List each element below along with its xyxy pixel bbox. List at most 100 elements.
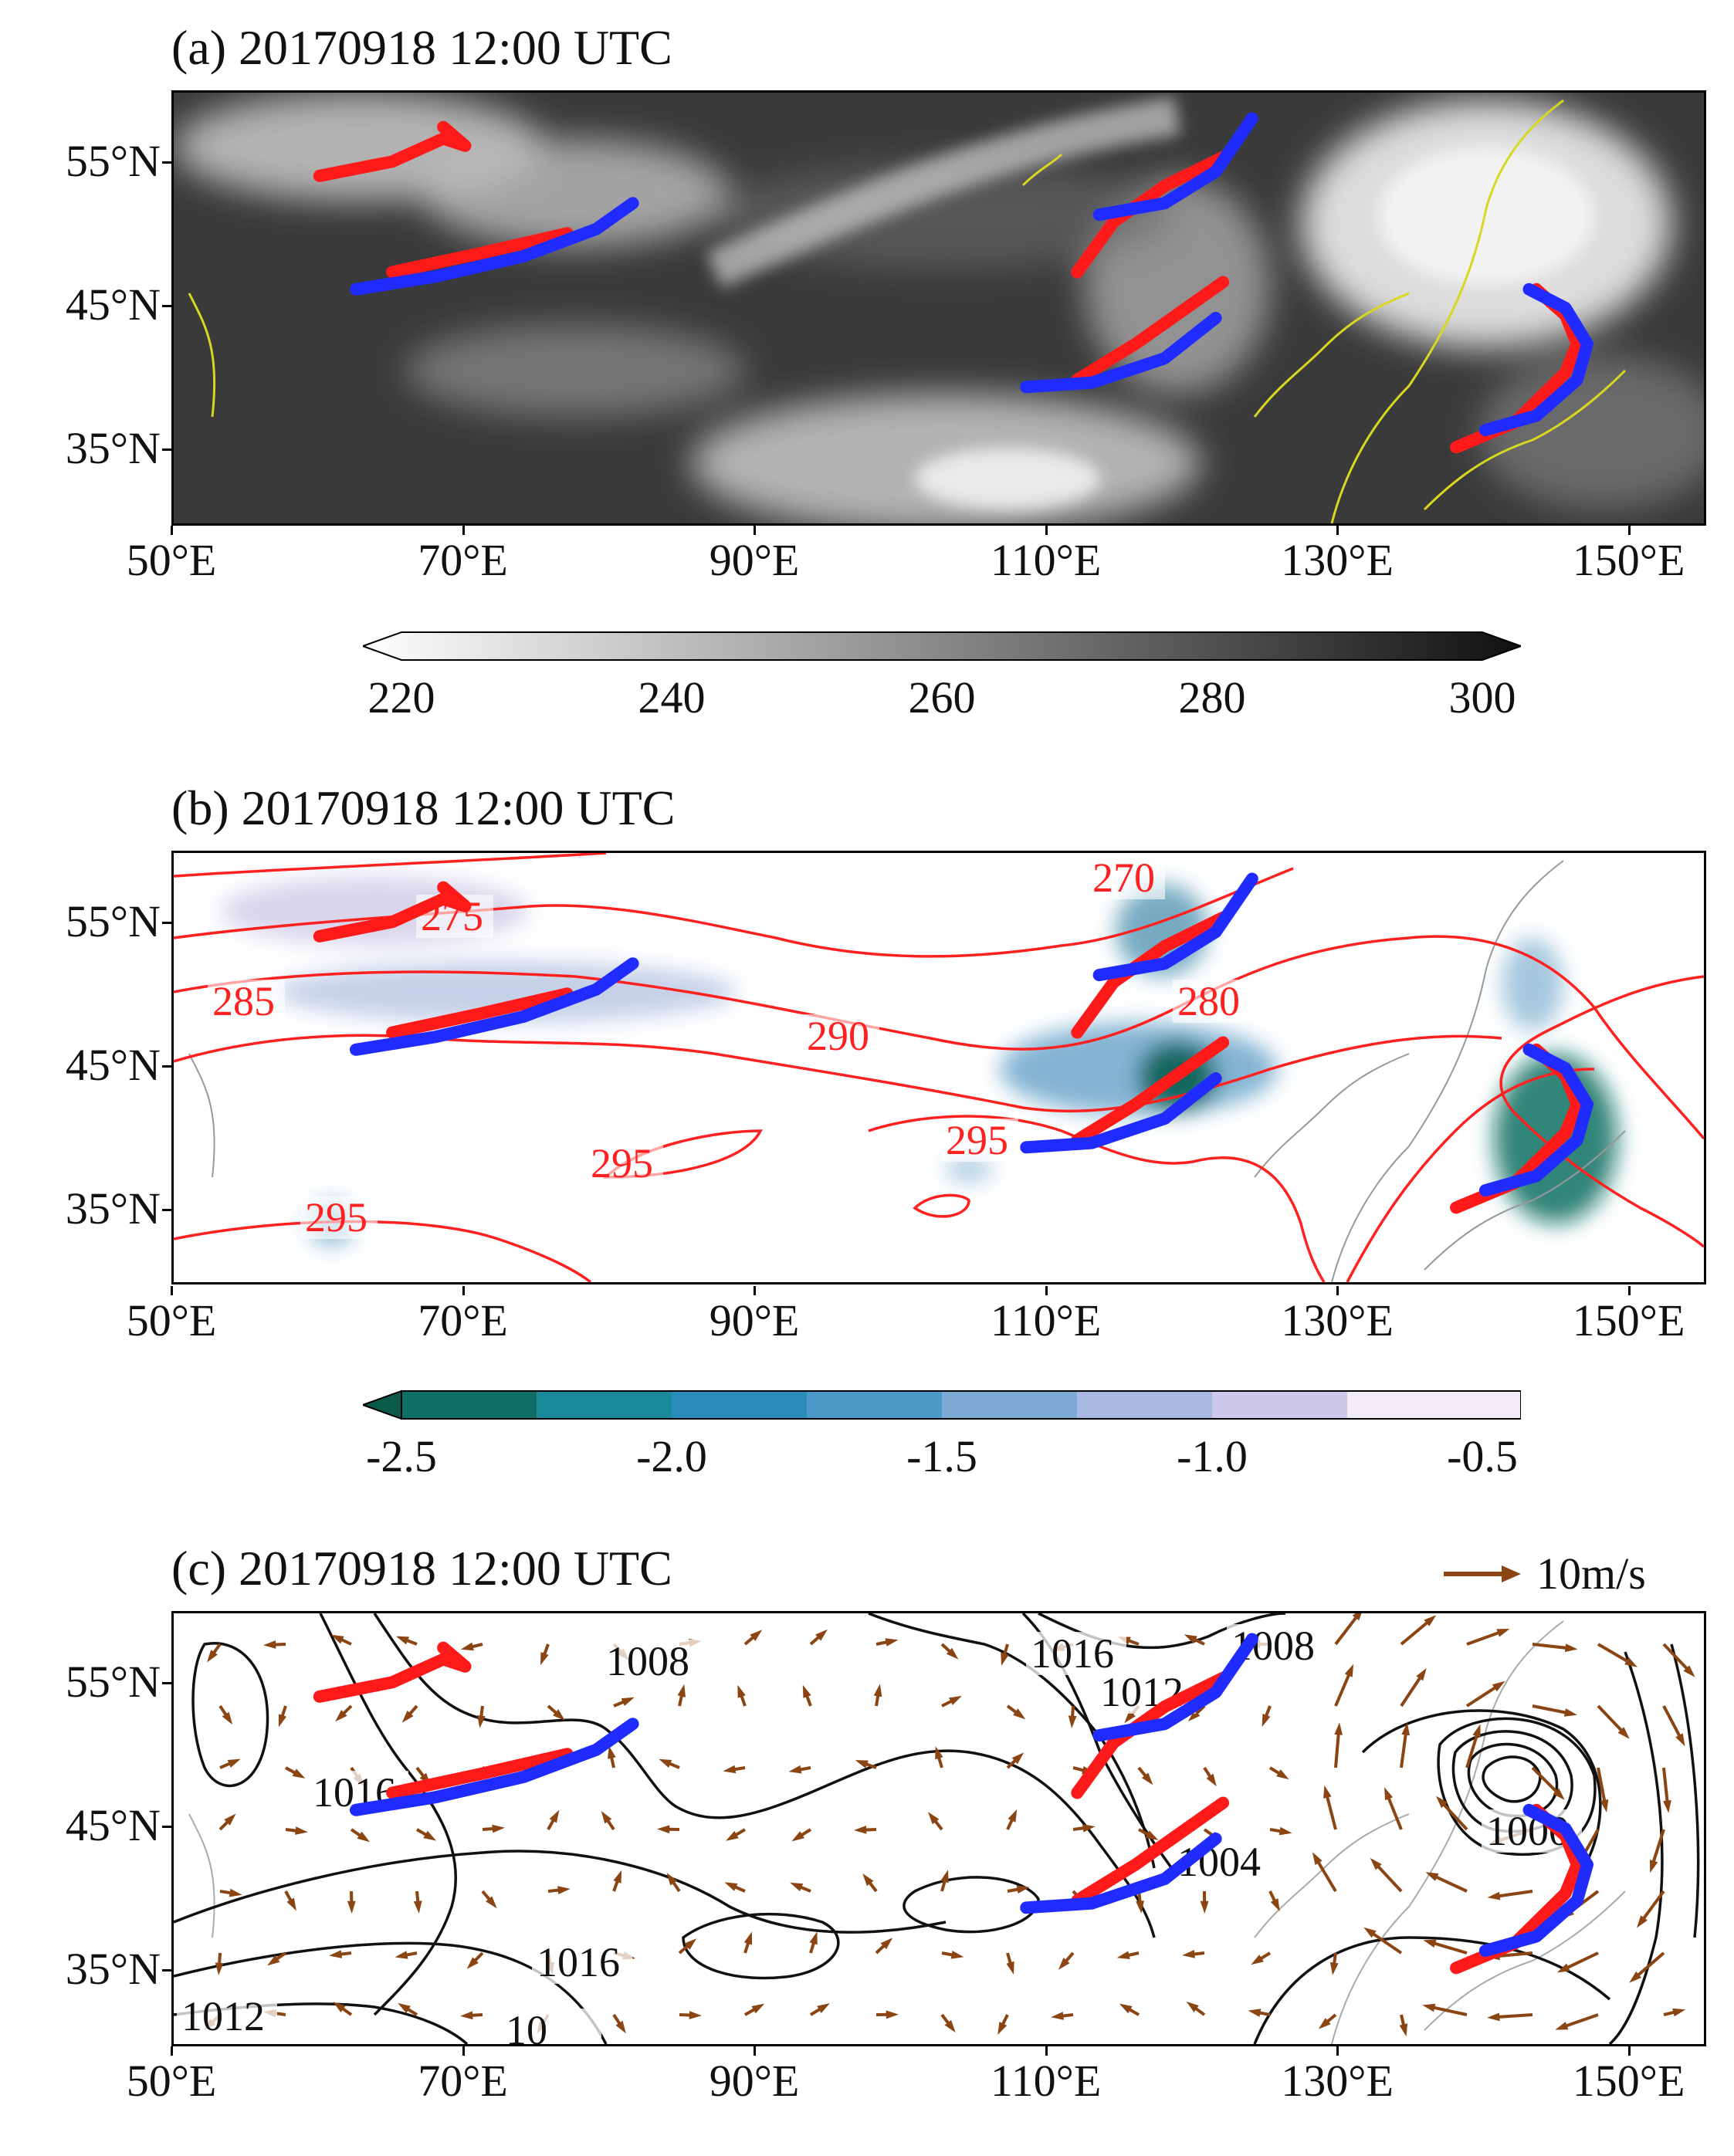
lon-tick-label: 110°E (990, 535, 1102, 585)
wind-arrow (1428, 2005, 1468, 2016)
wind-arrow-head (1248, 2009, 1262, 2017)
wind-arrow-head (944, 2019, 956, 2033)
wind-arrow-head (1278, 1826, 1292, 1836)
wind-arrow-head (950, 1951, 964, 1959)
wind-arrow-head (854, 1826, 867, 1834)
wind-arrow-head (855, 1760, 869, 1768)
wind-arrow-head (677, 1684, 686, 1697)
lat-tick-mark (162, 1826, 171, 1828)
panel-c-title: (c) 20170918 12:00 UTC (171, 1541, 672, 1596)
colorbar-tick-label: -2.5 (366, 1431, 437, 1481)
wind-arrow (1532, 1704, 1571, 1715)
wind-arrow (1597, 1704, 1626, 1735)
wind-arrow-head (724, 1882, 738, 1891)
isotherm-label: 285 (212, 978, 275, 1024)
wind-arrow-head (1423, 1939, 1437, 1948)
isobar-label: 10 (506, 2007, 547, 2044)
colorbar-b: -2.5 -2.0 -1.5 -1.0 -0.5 (361, 1389, 1522, 1481)
panel-c-map: 1008 1016 1012 1008 1016 1004 1000 1016 1012 10 (171, 1611, 1706, 2046)
wind-arrow-head (1184, 1634, 1197, 1644)
wind-arrow-head (215, 1962, 224, 1975)
wind-arrow-head (1675, 1733, 1685, 1747)
wind-arrow-head (1008, 1809, 1018, 1823)
lon-tick-mark (1627, 526, 1631, 535)
lon-tick-mark (1045, 526, 1048, 535)
front-blue (1020, 1833, 1222, 1914)
wind-arrow-head (1370, 1857, 1382, 1870)
wind-arrow-head (723, 1765, 737, 1774)
wind-arrow-head (886, 2010, 899, 2019)
lon-tick-label: 130°E (1281, 2056, 1394, 2106)
cold-front-red (313, 120, 472, 182)
wind-arrow-head (229, 1888, 242, 1897)
cold-front-red (1071, 1036, 1230, 1146)
wind-arrow-head (1424, 1615, 1437, 1626)
wind-arrow-head (1068, 1715, 1077, 1728)
wind-arrow-head (263, 1640, 276, 1649)
lon-tick-label: 70°E (418, 535, 508, 585)
wind-arrow (1400, 1618, 1432, 1646)
colorbar-tick-label: -2.0 (636, 1431, 707, 1481)
lon-tick-label: 150°E (1572, 1295, 1685, 1345)
colorbar-tick-label: -1.0 (1177, 1431, 1248, 1481)
isotherm-label: 295 (946, 1117, 1008, 1163)
wind-vectors (204, 1613, 1695, 2037)
wind-arrow-head (1051, 2012, 1064, 2020)
wind-arrow-head (330, 1634, 344, 1644)
front-blue (350, 197, 639, 296)
isotherm-label: 295 (305, 1194, 367, 1240)
wind-arrow-head (1001, 1652, 1009, 1666)
wind-arrow-head (1556, 1963, 1570, 1973)
wind-arrow-head (540, 1652, 549, 1666)
lat-tick-label: 35°N (65, 423, 161, 473)
wind-arrow (1561, 2013, 1599, 2029)
wind-arrow-head (492, 1824, 505, 1833)
wind-arrow-head (1496, 1629, 1510, 1637)
wind-arrow-head (1416, 1667, 1427, 1681)
wind-arrow-head (295, 1826, 308, 1835)
lon-tick-mark (1045, 2046, 1048, 2056)
colorbar-tick-label: 300 (1448, 672, 1516, 723)
colorbar-tick-label: 280 (1178, 672, 1246, 723)
wind-arrow-head (398, 2002, 411, 2013)
panel-b-title: (b) 20170918 12:00 UTC (171, 780, 676, 835)
wind-arrow-head (817, 2003, 830, 2013)
wind-arrow-head (1564, 1643, 1578, 1653)
lon-tick-mark (171, 1286, 173, 1295)
cold-front-red (313, 881, 472, 943)
front-blue (1478, 1803, 1593, 1958)
wind-arrow-head (1276, 1769, 1289, 1780)
lon-tick-label: 150°E (1572, 2056, 1685, 2106)
wind-arrow-head (1344, 1664, 1354, 1677)
colorbar-tick-label: 220 (367, 672, 435, 723)
front-blue (350, 957, 639, 1056)
wind-arrow (1633, 1951, 1665, 1980)
wind-arrow-head (1422, 2003, 1436, 2012)
wind-arrow-head (862, 1873, 874, 1887)
wind-arrow-head (1487, 2012, 1500, 2022)
lon-tick-label: 90°E (709, 535, 800, 585)
wind-arrow (1385, 1792, 1403, 1830)
lon-tick-label: 90°E (709, 2056, 800, 2106)
wind-arrow-head (1425, 1872, 1439, 1881)
wind-arrow (1597, 1643, 1633, 1665)
lat-tick-label: 35°N (65, 1183, 161, 1234)
front-blue (350, 1718, 639, 1816)
wind-arrow-head (684, 1938, 697, 1950)
reference-vector-label: 10m/s (1536, 1548, 1646, 1599)
lon-tick-label: 50°E (126, 2056, 217, 2106)
wind-arrow-head (1312, 1852, 1323, 1865)
lon-tick-mark (462, 2046, 465, 2056)
wind-arrow (1662, 1767, 1670, 1806)
wind-arrow (1334, 1670, 1353, 1707)
wind-arrow-head (815, 1629, 828, 1641)
wind-arrow (1493, 2013, 1533, 2019)
panel-b-map: 275 270 285 290 280 295 295 295 (171, 851, 1706, 1284)
wind-arrow-head (557, 1886, 571, 1894)
colorbar-tick-label: 240 (638, 672, 706, 723)
wind-arrow-head (1206, 1773, 1217, 1787)
lat-tick-label: 45°N (65, 1800, 161, 1850)
lon-tick-mark (754, 2046, 757, 2056)
isotherm-label: 295 (591, 1140, 653, 1186)
lat-tick-label: 55°N (65, 1657, 161, 1707)
